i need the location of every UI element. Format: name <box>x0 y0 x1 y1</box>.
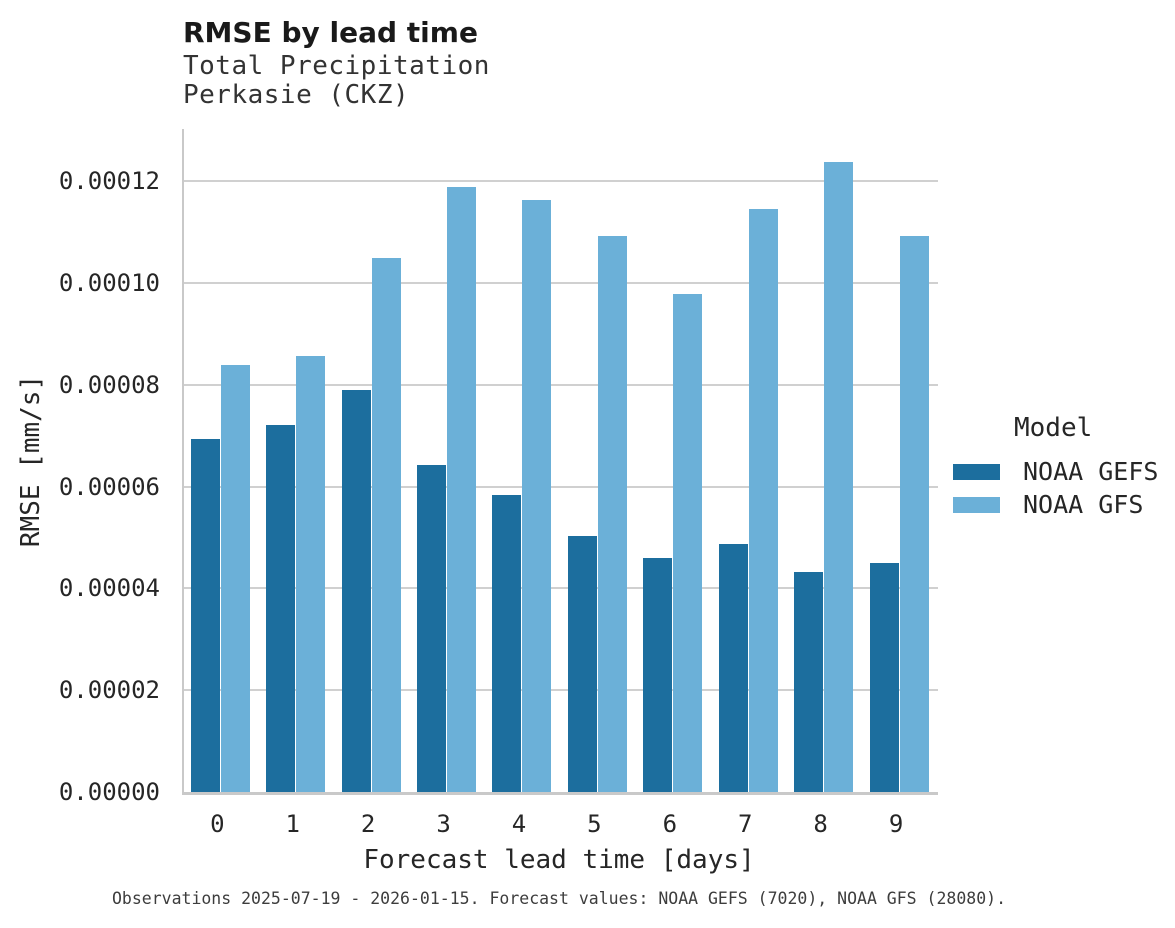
gridline-y-0.00010 <box>184 282 938 284</box>
x-tick-label-9: 9 <box>888 810 904 838</box>
bar-noaa-gefs-lead0 <box>190 439 220 792</box>
bar-noaa-gfs-lead6 <box>673 294 703 792</box>
bar-noaa-gfs-lead8 <box>824 162 854 792</box>
y-tick-label: 0.00008 <box>58 370 160 399</box>
legend: Model NOAA GEFS NOAA GFS <box>953 413 1168 521</box>
x-tick-label-6: 6 <box>662 810 678 838</box>
gridline-y-0.00012 <box>184 180 938 183</box>
bar-noaa-gefs-lead9 <box>869 563 899 792</box>
bar-noaa-gfs-lead9 <box>899 235 929 792</box>
bar-noaa-gefs-lead1 <box>266 424 296 792</box>
x-tick-label-1: 1 <box>285 810 300 838</box>
bar-noaa-gefs-lead6 <box>643 557 673 792</box>
bar-noaa-gfs-lead1 <box>296 355 326 792</box>
y-tick-label: 0.00010 <box>58 269 160 297</box>
x-axis-title: Forecast lead time [days] <box>363 845 755 875</box>
gridline-y-0.00006 <box>184 485 938 488</box>
chart-subtitle-station: Perkasie (CKZ) <box>183 80 410 110</box>
chart-title: RMSE by lead time <box>183 16 478 49</box>
y-tick-label: 0.00006 <box>58 472 160 501</box>
bar-noaa-gefs-lead8 <box>794 571 824 792</box>
x-tick-label-2: 2 <box>360 810 376 838</box>
bar-noaa-gfs-lead5 <box>597 235 627 792</box>
y-tick-label: 0.00004 <box>58 574 160 603</box>
bar-noaa-gfs-lead7 <box>748 208 778 792</box>
x-tick-label-7: 7 <box>738 810 753 838</box>
gridline-y-0.00004 <box>184 587 938 590</box>
bar-noaa-gfs-lead0 <box>220 365 250 792</box>
gridline-y-0.00002 <box>184 689 938 692</box>
bar-noaa-gefs-lead4 <box>492 494 522 792</box>
legend-item-noaa-gefs: NOAA GEFS <box>953 455 1168 488</box>
x-tick-label-4: 4 <box>511 810 527 838</box>
bar-noaa-gfs-lead4 <box>522 200 552 792</box>
x-tick-label-5: 5 <box>587 810 602 838</box>
bar-noaa-gefs-lead7 <box>718 544 748 792</box>
gridline-y-0.00008 <box>184 383 938 386</box>
y-tick-label: 0.00002 <box>58 676 160 705</box>
bar-noaa-gefs-lead2 <box>341 390 371 792</box>
y-tick-label: 0.00000 <box>58 778 160 806</box>
legend-swatch-noaa-gefs <box>953 463 1000 480</box>
bar-noaa-gefs-lead5 <box>567 536 597 792</box>
chart-subtitle-variable: Total Precipitation <box>183 51 490 81</box>
x-tick-label-8: 8 <box>813 810 828 838</box>
legend-swatch-noaa-gfs <box>953 496 1000 513</box>
legend-label: NOAA GEFS <box>1023 457 1159 486</box>
bar-noaa-gfs-lead2 <box>371 257 401 792</box>
bar-noaa-gefs-lead3 <box>417 464 447 792</box>
x-tick-label-3: 3 <box>436 810 451 838</box>
footnote-caption: Observations 2025-07-19 - 2026-01-15. Fo… <box>111 889 1007 908</box>
bar-noaa-gfs-lead3 <box>447 187 477 792</box>
legend-label: NOAA GFS <box>1023 490 1144 519</box>
x-tick-label-0: 0 <box>210 810 225 838</box>
legend-item-noaa-gfs: NOAA GFS <box>953 488 1168 521</box>
y-tick-label: 0.00012 <box>58 167 160 196</box>
legend-title: Model <box>1014 413 1093 443</box>
plot-area <box>182 129 938 795</box>
